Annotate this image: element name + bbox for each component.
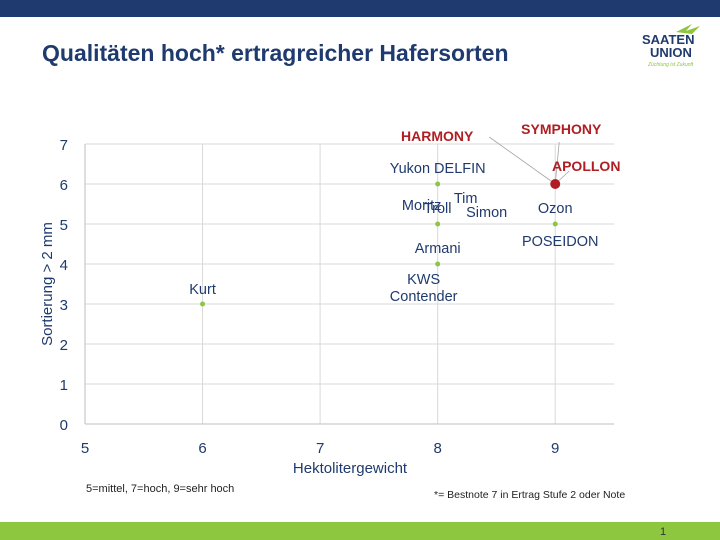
logo-line1: SAATEN [642, 32, 694, 47]
point-label: Kurt [189, 282, 216, 298]
x-tick-label: 6 [198, 440, 206, 457]
rating-footnote: *= Bestnote 7 in Ertrag Stufe 2 oder Not… [434, 489, 626, 501]
top-bar [0, 0, 720, 17]
point-label: Yukon DELFIN [390, 161, 486, 177]
point-label-line: Simon [466, 205, 507, 221]
point-label-line: Contender [390, 289, 458, 305]
data-points [200, 179, 561, 307]
slide-title: Qualitäten hoch* ertragreicher Hafersort… [42, 40, 509, 66]
page-number: 1 [660, 526, 667, 538]
point-label: POSEIDON [522, 234, 599, 250]
leader-line [488, 136, 556, 185]
point-label: APOLLON [552, 158, 620, 174]
point-label: HARMONY [401, 128, 474, 144]
point-label: KWS Contender [390, 272, 458, 305]
y-tick-label: 1 [60, 377, 68, 394]
data-point [435, 221, 441, 227]
point-label-line: Tim [454, 191, 478, 207]
point-label: Armani [415, 241, 461, 257]
point-label: Troll [424, 201, 452, 217]
x-tick-label: 8 [433, 440, 441, 457]
y-tick-label: 4 [60, 257, 68, 274]
point-label: Tim [454, 191, 478, 207]
point-label: SYMPHONY [521, 121, 602, 137]
bottom-bar [0, 522, 720, 540]
scale-footnote: 5=mittel, 7=hoch, 9=sehr hoch [86, 483, 235, 495]
point-label-line: APOLLON [552, 158, 620, 174]
logo-line2: UNION [650, 45, 692, 60]
x-tick-label: 9 [551, 440, 559, 457]
y-tick-label: 6 [60, 177, 68, 194]
point-label: Ozon [538, 201, 573, 217]
x-tick-label: 5 [81, 440, 89, 457]
y-tick-label: 7 [60, 137, 68, 154]
y-axis-label: Sortierung > 2 mm [39, 222, 56, 346]
leader-line [554, 141, 560, 185]
point-label-line: Ozon [538, 201, 573, 217]
data-point [552, 221, 558, 227]
point-label-line: POSEIDON [522, 234, 599, 250]
saaten-union-logo: SAATEN UNION Züchtung ist Zukunft [642, 24, 700, 68]
point-label-line: HARMONY [401, 128, 474, 144]
data-point [435, 181, 441, 187]
y-tick-label: 5 [60, 217, 68, 234]
y-tick-label: 3 [60, 297, 68, 314]
x-axis-label: Hektolitergewicht [293, 460, 408, 477]
y-tick-label: 2 [60, 337, 68, 354]
point-label: Moritz [402, 198, 441, 214]
point-label: Simon [466, 205, 507, 221]
point-label-line: Yukon DELFIN [390, 161, 486, 177]
point-label-line: KWS [407, 272, 440, 288]
grid-lines [84, 143, 614, 425]
axes: 0 1 2 3 4 5 6 7 5 6 7 8 9 [60, 137, 614, 457]
data-point [200, 301, 206, 307]
point-label-line: SYMPHONY [521, 121, 602, 137]
logo-leaf-icon [676, 24, 700, 34]
logo-tagline: Züchtung ist Zukunft [647, 62, 694, 68]
highlight-point [550, 179, 561, 189]
y-tick-label: 0 [60, 417, 68, 434]
point-label-line: Troll [424, 201, 452, 217]
x-tick-label: 7 [316, 440, 324, 457]
point-label-line: Kurt [189, 282, 216, 298]
data-point [435, 261, 441, 267]
point-label-line: Moritz [402, 198, 441, 214]
point-label-line: Armani [415, 241, 461, 257]
